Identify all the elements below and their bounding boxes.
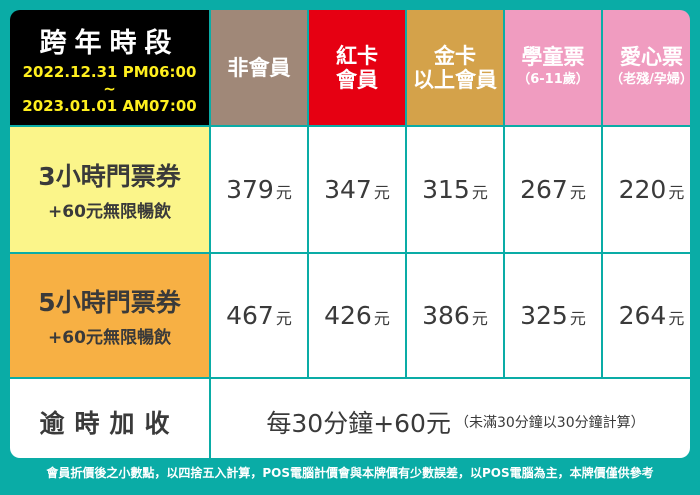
- header-sublabel: （老殘/孕婦）: [610, 71, 690, 87]
- price-table: 跨年時段 2022.12.31 PM06:00 ~ 2023.01.01 AM0…: [10, 10, 690, 458]
- header-sublabel: 會員: [336, 67, 378, 92]
- price-cell: 467 元: [211, 254, 307, 377]
- header-child: 學童票 （6-11歲）: [505, 10, 601, 125]
- price-cell: 426 元: [309, 254, 405, 377]
- header-sublabel: （6-11歲）: [517, 71, 589, 87]
- row-5hr-label: 5小時門票券 +60元無限暢飲: [10, 254, 209, 377]
- header-label: 紅卡: [336, 43, 378, 68]
- row-title: 3小時門票券: [38, 162, 181, 191]
- price-cell: 379 元: [211, 127, 307, 252]
- price-cell: 264 元: [603, 254, 690, 377]
- price-cell: 315 元: [407, 127, 503, 252]
- header-sublabel: 以上會員: [413, 67, 497, 92]
- period-header: 跨年時段 2022.12.31 PM06:00 ~ 2023.01.01 AM0…: [10, 10, 209, 125]
- header-label: 金卡: [434, 43, 476, 68]
- row-subtitle: +60元無限暢飲: [48, 202, 171, 222]
- overtime-note: （未滿30分鐘以30分鐘計算）: [454, 414, 645, 431]
- header-non-member: 非會員: [211, 10, 307, 125]
- period-title: 跨年時段: [39, 27, 180, 59]
- header-concession: 愛心票 （老殘/孕婦）: [603, 10, 690, 125]
- price-cell: 386 元: [407, 254, 503, 377]
- footnote: 會員折價後之小數點，以四捨五入計算，POS電腦計價會與本牌價有少數誤差，以POS…: [46, 466, 654, 480]
- row-title: 5小時門票券: [38, 288, 181, 317]
- header-label: 非會員: [227, 55, 291, 80]
- header-label: 愛心票: [620, 44, 683, 69]
- overtime-rate: 每30分鐘+60元 （未滿30分鐘以30分鐘計算）: [211, 379, 690, 458]
- row-3hr-label: 3小時門票券 +60元無限暢飲: [10, 127, 209, 252]
- period-sep: ~: [103, 79, 116, 98]
- overtime-label: 逾時加收: [10, 379, 209, 458]
- period-end: 2023.01.01 AM07:00: [22, 96, 197, 115]
- period-start: 2022.12.31 PM06:00: [22, 62, 197, 81]
- overtime-main: 每30分鐘+60元: [266, 408, 451, 438]
- header-red-card: 紅卡 會員: [309, 10, 405, 125]
- price-cell: 267 元: [505, 127, 601, 252]
- row-subtitle: +60元無限暢飲: [48, 328, 171, 348]
- header-label: 學童票: [521, 44, 585, 69]
- header-gold-card: 金卡 以上會員: [407, 10, 503, 125]
- price-cell: 325 元: [505, 254, 601, 377]
- price-cell: 220 元: [603, 127, 690, 252]
- price-cell: 347 元: [309, 127, 405, 252]
